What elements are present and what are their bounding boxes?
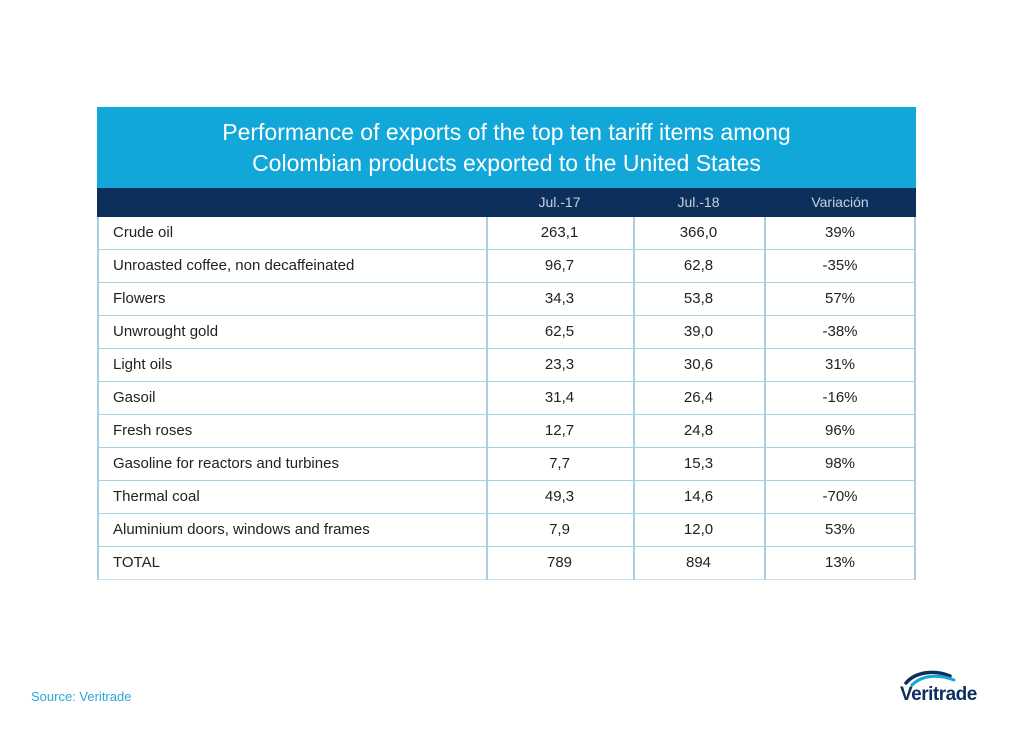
row-label: Aluminium doors, windows and frames <box>113 521 370 538</box>
column-header-variation: Variación <box>811 194 869 210</box>
source-note: Source: Veritrade <box>31 689 132 704</box>
row-value-jul18: 14,6 <box>683 488 714 505</box>
row-label: Gasoil <box>113 389 156 406</box>
column-divider <box>633 217 635 580</box>
column-divider <box>97 217 99 580</box>
table-row: Gasoline for reactors and turbines 7,7 15,… <box>97 448 916 481</box>
table-body: Crude oil 263,1 366,0 39% Unroasted coffee, … <box>97 217 916 580</box>
row-value-jul17: 62,5 <box>544 323 575 340</box>
logo-swoosh-icon <box>904 670 956 687</box>
row-value-variation: -35% <box>822 257 858 274</box>
row-value-variation: 53% <box>824 521 856 538</box>
row-value-jul17: 49,3 <box>544 488 575 505</box>
row-label: Light oils <box>113 356 173 373</box>
row-label: Unroasted coffee, non decaffeinated <box>113 257 355 274</box>
row-value-jul17: 7,7 <box>549 455 570 472</box>
row-value-jul17: 31,4 <box>544 389 575 406</box>
row-value-jul18: 12,0 <box>683 521 714 538</box>
table-row: Unroasted coffee, non decaffeinated 96,7 6… <box>97 250 916 283</box>
row-label: Fresh roses <box>113 422 193 439</box>
column-divider <box>486 217 488 580</box>
table-row: Aluminium doors, windows and frames 7,9 12… <box>97 514 916 547</box>
column-header-jul17: Jul.-17 <box>538 194 581 210</box>
column-divider <box>914 217 916 580</box>
row-value-variation: -70% <box>822 488 858 505</box>
row-value-variation: 13% <box>824 554 856 571</box>
row-value-jul18: 26,4 <box>683 389 714 406</box>
row-value-jul18: 15,3 <box>683 455 714 472</box>
row-value-jul17: 789 <box>546 554 573 571</box>
table-row: Gasoil 31,4 26,4 -16% <box>97 382 916 415</box>
veritrade-logo: Veritrade <box>898 668 990 714</box>
row-label: TOTAL <box>113 554 160 571</box>
table-row: Light oils 23,3 30,6 31% <box>97 349 916 382</box>
table-row: Flowers 34,3 53,8 57% <box>97 283 916 316</box>
row-value-jul17: 23,3 <box>544 356 575 373</box>
logo-wordmark: Veritrade <box>900 684 977 705</box>
table-row: Fresh roses 12,7 24,8 96% <box>97 415 916 448</box>
row-label: Thermal coal <box>113 488 200 505</box>
table-title-bar: Performance of exports of the top ten ta… <box>97 107 916 188</box>
row-value-jul18: 53,8 <box>683 290 714 307</box>
row-value-variation: 57% <box>824 290 856 307</box>
column-header-jul18: Jul.-18 <box>677 194 720 210</box>
table-row: Thermal coal 49,3 14,6 -70% <box>97 481 916 514</box>
row-value-variation: -38% <box>822 323 858 340</box>
row-value-jul17: 12,7 <box>544 422 575 439</box>
table-title-line-1: Performance of exports of the top ten ta… <box>222 118 791 145</box>
row-value-variation: 39% <box>824 224 856 241</box>
table-row: TOTAL 789 894 13% <box>97 547 916 580</box>
row-value-jul18: 30,6 <box>683 356 714 373</box>
table-row: Crude oil 263,1 366,0 39% <box>97 217 916 250</box>
table-row: Unwrought gold 62,5 39,0 -38% <box>97 316 916 349</box>
row-value-jul17: 263,1 <box>540 224 579 241</box>
row-value-variation: -16% <box>822 389 858 406</box>
row-value-jul17: 7,9 <box>549 521 570 538</box>
row-value-jul18: 39,0 <box>683 323 714 340</box>
row-label: Unwrought gold <box>113 323 219 340</box>
row-value-variation: 98% <box>824 455 856 472</box>
row-value-variation: 31% <box>824 356 856 373</box>
row-value-jul18: 24,8 <box>683 422 714 439</box>
row-label: Flowers <box>113 290 166 307</box>
row-value-jul18: 366,0 <box>679 224 718 241</box>
row-label: Crude oil <box>113 224 174 241</box>
row-value-variation: 96% <box>824 422 856 439</box>
row-value-jul17: 34,3 <box>544 290 575 307</box>
row-value-jul17: 96,7 <box>544 257 575 274</box>
table-title-line-2: Colombian products exported to the Unite… <box>252 149 761 176</box>
column-divider <box>764 217 766 580</box>
row-label: Gasoline for reactors and turbines <box>113 455 339 472</box>
data-table: Performance of exports of the top ten ta… <box>97 107 916 580</box>
row-value-jul18: 894 <box>685 554 712 571</box>
column-header-row: Jul.-17 Jul.-18 Variación <box>97 188 916 217</box>
row-value-jul18: 62,8 <box>683 257 714 274</box>
